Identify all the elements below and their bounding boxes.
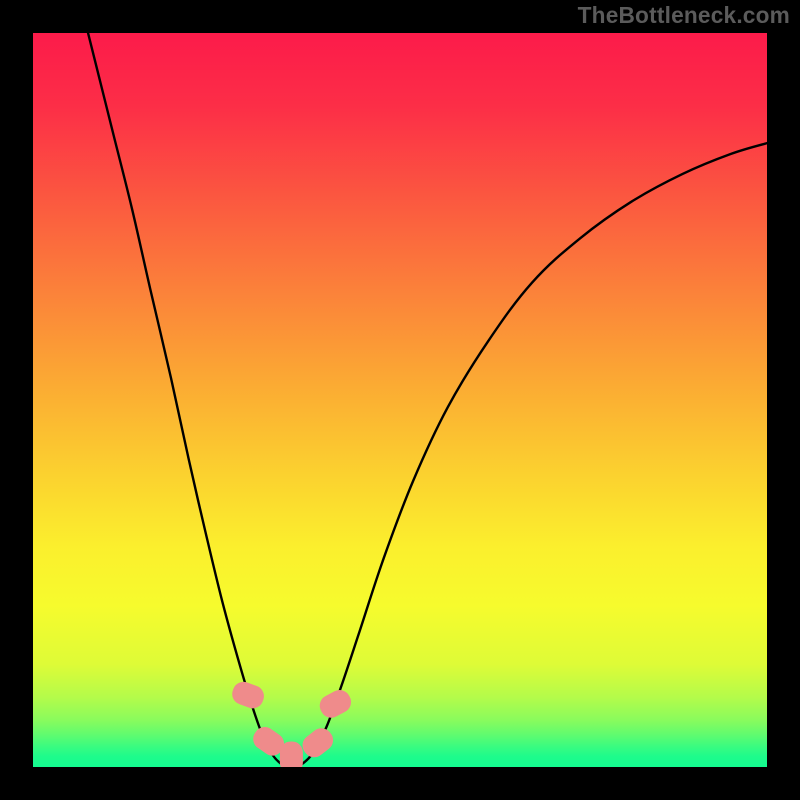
curve-layer [33, 33, 767, 767]
watermark-text: TheBottleneck.com [578, 2, 790, 29]
marker-group [230, 679, 354, 767]
plot-area [33, 33, 767, 767]
curve-marker [280, 742, 302, 767]
curve-marker [299, 725, 337, 761]
curve-marker [230, 679, 267, 710]
curve-marker [317, 687, 355, 721]
chart-frame: TheBottleneck.com [0, 0, 800, 800]
v-curve-path [88, 33, 767, 767]
